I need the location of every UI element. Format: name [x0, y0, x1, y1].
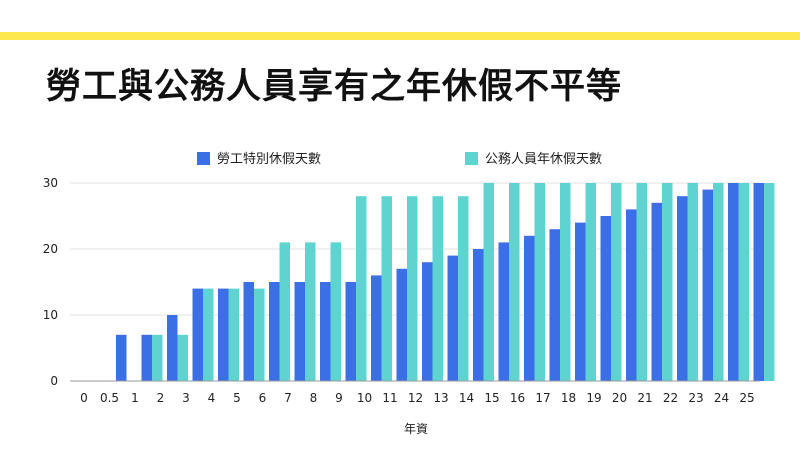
x-tick-label: 11 — [382, 391, 397, 405]
bar-civil — [228, 288, 239, 381]
bar-labor — [753, 183, 764, 381]
bar-civil — [636, 183, 647, 381]
bar-labor — [116, 334, 127, 381]
bar-civil — [305, 242, 316, 381]
bar-labor — [549, 229, 560, 381]
bar-labor — [371, 275, 382, 381]
x-tick-label: 16 — [510, 391, 525, 405]
x-tick-label: 0 — [80, 391, 88, 405]
x-tick-label: 15 — [484, 391, 499, 405]
bar-labor — [473, 249, 484, 381]
bar-labor — [600, 216, 611, 381]
bar-labor — [218, 288, 229, 381]
x-tick-label: 23 — [688, 391, 703, 405]
bar-civil — [611, 183, 622, 381]
x-tick-label: 13 — [433, 391, 448, 405]
bar-civil — [356, 196, 367, 381]
bar-labor — [141, 334, 152, 381]
x-tick-label: 14 — [459, 391, 474, 405]
bar-labor — [396, 268, 407, 381]
x-tick-label: 22 — [663, 391, 678, 405]
bar-civil — [177, 334, 188, 381]
x-axis-label: 年資 — [404, 422, 428, 436]
x-tick-label: 21 — [637, 391, 652, 405]
bar-civil — [381, 196, 392, 381]
x-tick-label: 19 — [586, 391, 601, 405]
bar-civil — [764, 183, 775, 381]
y-tick-label: 10 — [43, 308, 58, 322]
x-tick-label: 5 — [233, 391, 241, 405]
x-tick-label: 2 — [157, 391, 165, 405]
legend-label-civil: 公務人員年休假天數 — [485, 152, 602, 167]
bar-civil — [509, 183, 520, 381]
bar-civil — [203, 288, 214, 381]
bar-labor — [728, 183, 739, 381]
accent-top-bar — [0, 32, 800, 40]
legend-swatch-civil — [465, 152, 478, 165]
bar-civil — [662, 183, 673, 381]
bar-civil — [687, 183, 698, 381]
bar-labor — [167, 315, 178, 381]
x-tick-label: 4 — [208, 391, 216, 405]
x-tick-label: 20 — [612, 391, 627, 405]
x-tick-label: 9 — [335, 391, 343, 405]
legend-swatch-labor — [197, 152, 210, 165]
bars — [116, 183, 775, 381]
x-tick-label: 17 — [535, 391, 550, 405]
bar-labor — [651, 202, 662, 381]
bar-labor — [702, 189, 713, 381]
x-tick-label: 0.5 — [100, 391, 119, 405]
bar-labor — [345, 282, 356, 381]
bar-labor — [294, 282, 305, 381]
page-title: 勞工與公務人員享有之年休假不平等 — [46, 67, 623, 107]
bar-labor — [243, 282, 254, 381]
x-tick-label: 8 — [310, 391, 318, 405]
bar-civil — [738, 183, 749, 381]
bar-civil — [407, 196, 418, 381]
bar-labor — [677, 196, 688, 381]
x-tick-label: 6 — [259, 391, 267, 405]
x-tick-label: 24 — [714, 391, 729, 405]
bar-labor — [192, 288, 203, 381]
bar-labor — [269, 282, 280, 381]
bar-civil — [279, 242, 290, 381]
bar-civil — [432, 196, 443, 381]
bar-labor — [524, 235, 535, 381]
legend-label-labor: 勞工特別休假天數 — [217, 152, 321, 167]
bar-civil — [458, 196, 469, 381]
bar-civil — [713, 183, 724, 381]
bar-labor — [575, 222, 586, 381]
bar-civil — [534, 183, 545, 381]
legend[interactable]: 勞工特別休假天數 公務人員年休假天數 — [197, 152, 602, 167]
x-tick-label: 25 — [739, 391, 754, 405]
bar-labor — [498, 242, 509, 381]
y-tick-label: 0 — [50, 374, 58, 388]
bar-civil — [585, 183, 596, 381]
bar-labor — [447, 255, 458, 381]
x-tick-label: 18 — [561, 391, 576, 405]
bar-civil — [560, 183, 571, 381]
bar-civil — [254, 288, 265, 381]
x-tick-label: 1 — [131, 391, 139, 405]
x-tick-label: 3 — [182, 391, 190, 405]
y-tick-label: 20 — [43, 242, 58, 256]
bar-labor — [320, 282, 331, 381]
x-tick-label: 10 — [357, 391, 372, 405]
bar-civil — [483, 183, 494, 381]
bar-civil — [330, 242, 341, 381]
x-tick-label: 7 — [284, 391, 292, 405]
bar-labor — [422, 262, 433, 381]
x-tick-label: 12 — [408, 391, 423, 405]
bar-civil — [152, 334, 163, 381]
bar-labor — [626, 209, 637, 381]
y-tick-label: 30 — [43, 176, 58, 190]
